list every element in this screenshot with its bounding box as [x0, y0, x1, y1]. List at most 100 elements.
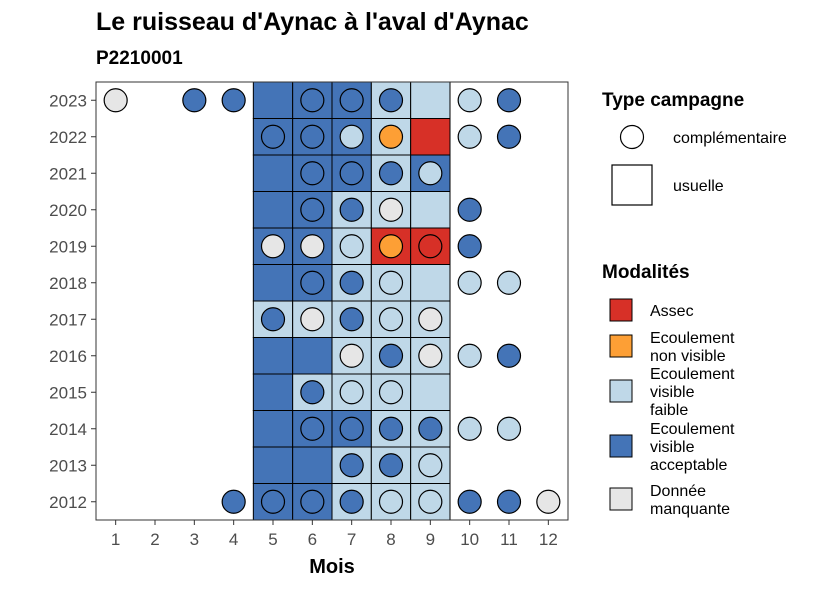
- point-2020-7: [339, 197, 364, 222]
- point-2018-7: [339, 270, 364, 295]
- point-2020-6: [300, 197, 325, 222]
- tile-2023-5: [252, 81, 294, 119]
- point-2023-6: [300, 88, 325, 113]
- y-tick-label-2016: 2016: [49, 347, 87, 366]
- tile-2021-5: [252, 154, 294, 192]
- plot-area: [95, 81, 569, 521]
- y-tick-label-2023: 2023: [49, 91, 87, 110]
- point-2012-9: [418, 489, 443, 514]
- point-2023-8: [378, 88, 404, 113]
- point-2019-7: [339, 234, 364, 259]
- tile-2015-5: [252, 373, 294, 411]
- point-2016-11: [496, 343, 522, 368]
- legend-label-non_visible: Ecoulement non visible: [650, 330, 735, 365]
- x-tick-label-8: 8: [386, 530, 395, 549]
- y-tick-label-2015: 2015: [49, 383, 87, 402]
- legend-label-usuelle: usuelle: [673, 178, 724, 195]
- tile-2015-9: [410, 373, 451, 411]
- y-tick-label-2018: 2018: [49, 274, 87, 293]
- point-2012-12: [536, 489, 561, 514]
- point-2012-4: [221, 489, 246, 514]
- point-2012-6: [300, 489, 325, 514]
- point-2019-8: [378, 234, 404, 259]
- x-tick-label-11: 11: [500, 530, 518, 549]
- tile-2019-7: [331, 227, 372, 265]
- point-2014-6: [300, 416, 325, 441]
- point-2019-10: [457, 234, 482, 259]
- y-tick-label-2020: 2020: [49, 201, 87, 220]
- x-tick-label-2: 2: [150, 530, 159, 549]
- point-2018-10: [457, 270, 482, 295]
- y-tick-label-2019: 2019: [49, 237, 87, 256]
- x-tick-label-4: 4: [229, 530, 238, 549]
- x-tick-label-5: 5: [268, 530, 277, 549]
- plot-border: [95, 81, 569, 521]
- tile-2016-5: [252, 337, 294, 375]
- point-2014-10: [457, 416, 482, 441]
- point-2022-7: [339, 124, 364, 149]
- point-2021-9: [418, 161, 443, 186]
- x-tick-label-7: 7: [347, 530, 356, 549]
- x-tick-label-12: 12: [539, 530, 558, 549]
- x-tick-label-6: 6: [308, 530, 317, 549]
- tile-2016-6: [292, 337, 333, 375]
- tile-2014-5: [252, 410, 294, 448]
- tile-2013-5: [252, 446, 294, 484]
- point-2015-7: [339, 380, 364, 405]
- point-2022-11: [496, 124, 522, 149]
- x-axis: 1 2 3 4 5 6 7 8 9 10 11 12: [111, 520, 558, 549]
- point-2023-3: [182, 88, 207, 113]
- chart-subtitle: P2210001: [96, 48, 183, 69]
- point-2023-1: [103, 88, 128, 113]
- point-2023-7: [339, 88, 364, 113]
- point-2014-7: [339, 416, 364, 441]
- point-2017-5: [260, 307, 286, 332]
- x-tick-label-3: 3: [190, 530, 199, 549]
- tile-2013-6: [292, 446, 333, 484]
- point-2012-11: [496, 489, 522, 514]
- point-2021-8: [378, 161, 404, 186]
- point-2016-10: [457, 343, 482, 368]
- point-2013-9: [418, 453, 443, 478]
- point-2014-8: [378, 416, 404, 441]
- point-2014-11: [496, 416, 522, 441]
- point-2022-8: [378, 124, 404, 149]
- legend-campaign: Type campagne complémentaire usuelle: [602, 90, 787, 206]
- legend-label-acceptable: Ecoulement visible acceptable: [650, 421, 735, 474]
- tile-2022-9: [410, 118, 451, 156]
- chart-title: Le ruisseau d'Aynac à l'aval d'Aynac: [96, 8, 529, 36]
- point-2016-7: [339, 343, 364, 368]
- y-axis: 2012 2013 2014 2015 2016 2017 2018 2019 2020 2021…: [49, 91, 96, 512]
- point-2020-10: [457, 197, 482, 222]
- legend-key-complementaire: [619, 124, 645, 150]
- point-2015-8: [378, 380, 404, 405]
- point-2017-7: [339, 307, 364, 332]
- point-2017-8: [378, 307, 404, 332]
- point-2019-6: [300, 234, 325, 259]
- tile-2012-7: [331, 483, 372, 521]
- point-2021-6: [300, 161, 325, 186]
- point-2017-9: [418, 307, 443, 332]
- point-2012-10: [457, 489, 482, 514]
- tile-2020-5: [252, 191, 294, 229]
- y-tick-label-2017: 2017: [49, 310, 87, 329]
- legend-key-manquante: [609, 487, 633, 511]
- legend-label-faible: Ecoulement visible faible: [650, 366, 735, 419]
- point-2017-6: [300, 307, 325, 332]
- point-2022-10: [457, 124, 482, 149]
- point-2019-9: [418, 234, 443, 259]
- point-2020-8: [378, 197, 404, 222]
- point-2013-8: [378, 453, 404, 478]
- legend-key-non_visible: [609, 334, 633, 358]
- x-tick-label-10: 10: [460, 530, 479, 549]
- point-2012-7: [339, 489, 364, 514]
- x-axis-title: Mois: [309, 556, 355, 578]
- legend-key-assec: [609, 298, 633, 322]
- y-tick-label-2014: 2014: [49, 420, 87, 439]
- y-tick-label-2013: 2013: [49, 456, 87, 475]
- legend-campaign-title: Type campagne: [602, 90, 744, 111]
- point-2023-10: [457, 88, 482, 113]
- tile-2018-9: [410, 264, 451, 302]
